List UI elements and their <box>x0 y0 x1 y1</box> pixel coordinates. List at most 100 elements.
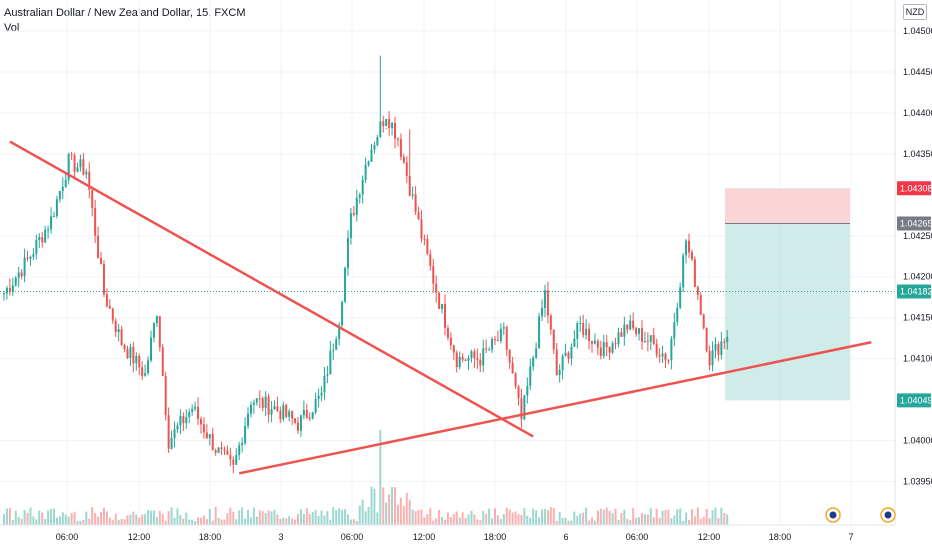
volume-bar <box>555 520 558 525</box>
candle-body <box>529 366 532 386</box>
time-tick-label: 18:00 <box>484 532 507 542</box>
volume-bar <box>679 508 682 525</box>
candle-body <box>346 238 349 268</box>
candle-body <box>538 316 541 349</box>
candle-body <box>264 396 267 408</box>
volume-bar <box>270 511 273 525</box>
volume-bar <box>267 510 270 525</box>
candle-body <box>55 199 58 217</box>
candle-body <box>582 323 585 336</box>
volume-bar <box>299 509 302 525</box>
candle-body <box>714 344 717 351</box>
candle-body <box>444 304 446 328</box>
candle-body <box>197 406 200 419</box>
candle-body <box>270 409 273 415</box>
candle-body <box>267 396 270 415</box>
volume-bar <box>17 517 20 525</box>
volume-bar <box>50 508 53 525</box>
candle-body <box>632 320 635 329</box>
volume-bar <box>649 508 652 525</box>
candle-body <box>435 283 438 293</box>
candle-body <box>605 342 608 348</box>
volume-bar <box>579 513 582 525</box>
ascending-trendline[interactable] <box>238 341 872 475</box>
candle-body <box>623 324 626 337</box>
volume-bar <box>617 519 620 525</box>
time-tick-label: 12:00 <box>413 532 436 542</box>
candle-body <box>576 323 579 339</box>
candle-body <box>373 145 376 150</box>
volume-bar <box>76 520 79 525</box>
candle-body <box>114 320 117 333</box>
candle-body <box>349 213 352 239</box>
volume-bar <box>158 510 161 525</box>
candle-body <box>508 349 511 363</box>
candle-body <box>635 328 638 334</box>
volume-bar <box>682 520 685 525</box>
volume-bar <box>344 509 347 525</box>
candle-body <box>411 194 414 196</box>
volume-bar <box>355 520 358 525</box>
volume-bar <box>632 507 635 525</box>
candle-body <box>673 322 676 339</box>
candle-body <box>455 352 458 368</box>
take-profit-zone[interactable] <box>725 223 850 401</box>
candle-body <box>8 287 11 292</box>
candle-body <box>179 415 182 426</box>
volume-bar <box>520 514 523 525</box>
volume-bar <box>723 513 726 525</box>
volume-bar <box>170 507 173 525</box>
volume-bar <box>591 517 593 525</box>
volume-bar <box>626 518 629 525</box>
volume-bar <box>167 511 170 525</box>
volume-bar <box>593 520 596 525</box>
volume-bar <box>549 507 552 525</box>
volume-bar <box>488 508 491 525</box>
volume-bar <box>670 518 673 525</box>
volume-bar <box>485 513 488 525</box>
candle-body <box>717 344 720 355</box>
volume-bar <box>288 516 291 525</box>
candle-body <box>226 450 229 455</box>
candle-body <box>273 406 276 410</box>
price-tick-label: 1.04000 <box>903 436 932 446</box>
candle-body <box>188 411 191 418</box>
volume-bar <box>396 504 399 525</box>
candle-body <box>108 306 111 309</box>
volume-bar <box>435 518 438 525</box>
volume-bar <box>111 520 114 525</box>
candle-body <box>258 398 261 400</box>
stop-loss-zone[interactable] <box>725 188 850 224</box>
volume-bar <box>708 518 711 525</box>
time-tick-label: 6 <box>563 532 568 542</box>
currency-badge[interactable]: NZD <box>903 4 927 20</box>
candle-body <box>696 286 699 295</box>
volume-bar <box>320 510 323 525</box>
volume-bar <box>464 518 467 525</box>
volume-bar <box>661 510 664 525</box>
volume-bar <box>467 514 470 525</box>
volume-bar <box>705 509 708 525</box>
volume-bar <box>614 508 617 525</box>
volume-bar <box>79 520 82 525</box>
candle-body <box>344 267 347 302</box>
target-price-text: 1.04049 <box>900 395 932 405</box>
volume-bar <box>476 519 479 525</box>
price-tick-label: 1.04200 <box>903 272 932 282</box>
current-price-label <box>897 284 931 299</box>
volume-bar <box>317 516 320 525</box>
descending-trendline[interactable] <box>9 140 534 438</box>
volume-bar <box>20 518 23 525</box>
candle-body <box>511 362 514 374</box>
candle-body <box>3 293 5 295</box>
candle-body <box>341 301 344 326</box>
volume-bar <box>449 517 452 525</box>
candle-body <box>232 459 235 465</box>
candle-body <box>238 445 241 456</box>
candle-body <box>150 337 152 361</box>
volume-bar <box>693 516 696 525</box>
candle-body <box>155 316 158 324</box>
volume-bar <box>208 508 211 525</box>
candle-body <box>202 424 205 433</box>
